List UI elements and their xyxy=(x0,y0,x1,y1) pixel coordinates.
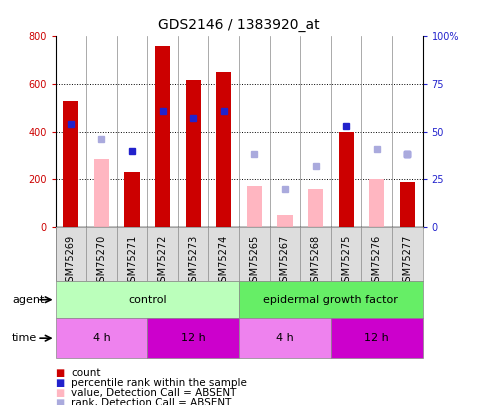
Text: GSM75275: GSM75275 xyxy=(341,235,351,288)
Text: GSM75265: GSM75265 xyxy=(249,235,259,288)
FancyBboxPatch shape xyxy=(239,318,331,358)
Text: time: time xyxy=(12,333,37,343)
Text: GSM75268: GSM75268 xyxy=(311,235,321,288)
Text: rank, Detection Call = ABSENT: rank, Detection Call = ABSENT xyxy=(71,398,231,405)
Text: value, Detection Call = ABSENT: value, Detection Call = ABSENT xyxy=(71,388,236,398)
Bar xyxy=(63,101,78,227)
Text: count: count xyxy=(71,368,100,377)
FancyBboxPatch shape xyxy=(56,318,147,358)
Text: ■: ■ xyxy=(56,398,65,405)
Bar xyxy=(216,72,231,227)
Text: 4 h: 4 h xyxy=(276,333,294,343)
Text: percentile rank within the sample: percentile rank within the sample xyxy=(71,378,247,388)
Bar xyxy=(308,189,323,227)
Text: agent: agent xyxy=(12,295,44,305)
Bar xyxy=(94,159,109,227)
Text: GSM75277: GSM75277 xyxy=(402,235,412,288)
Text: ■: ■ xyxy=(56,378,65,388)
Bar xyxy=(185,81,201,227)
Text: GSM75272: GSM75272 xyxy=(157,235,168,288)
Bar xyxy=(125,172,140,227)
Bar xyxy=(277,215,293,227)
Text: epidermal growth factor: epidermal growth factor xyxy=(263,295,398,305)
Text: GSM75267: GSM75267 xyxy=(280,235,290,288)
Text: 4 h: 4 h xyxy=(93,333,110,343)
FancyBboxPatch shape xyxy=(239,281,423,318)
FancyBboxPatch shape xyxy=(56,281,239,318)
Bar xyxy=(339,132,354,227)
Text: 12 h: 12 h xyxy=(181,333,206,343)
Text: GDS2146 / 1383920_at: GDS2146 / 1383920_at xyxy=(158,18,320,32)
Text: GSM75270: GSM75270 xyxy=(97,235,106,288)
Text: GSM75273: GSM75273 xyxy=(188,235,198,288)
FancyBboxPatch shape xyxy=(147,318,239,358)
Text: ■: ■ xyxy=(56,368,65,377)
Text: ■: ■ xyxy=(56,388,65,398)
Bar xyxy=(247,186,262,227)
Text: GSM75274: GSM75274 xyxy=(219,235,229,288)
Text: control: control xyxy=(128,295,167,305)
FancyBboxPatch shape xyxy=(331,318,423,358)
Text: 12 h: 12 h xyxy=(364,333,389,343)
Bar xyxy=(369,179,384,227)
Bar xyxy=(400,181,415,227)
Text: GSM75269: GSM75269 xyxy=(66,235,76,288)
Text: GSM75271: GSM75271 xyxy=(127,235,137,288)
Text: GSM75276: GSM75276 xyxy=(372,235,382,288)
Bar xyxy=(155,46,170,227)
